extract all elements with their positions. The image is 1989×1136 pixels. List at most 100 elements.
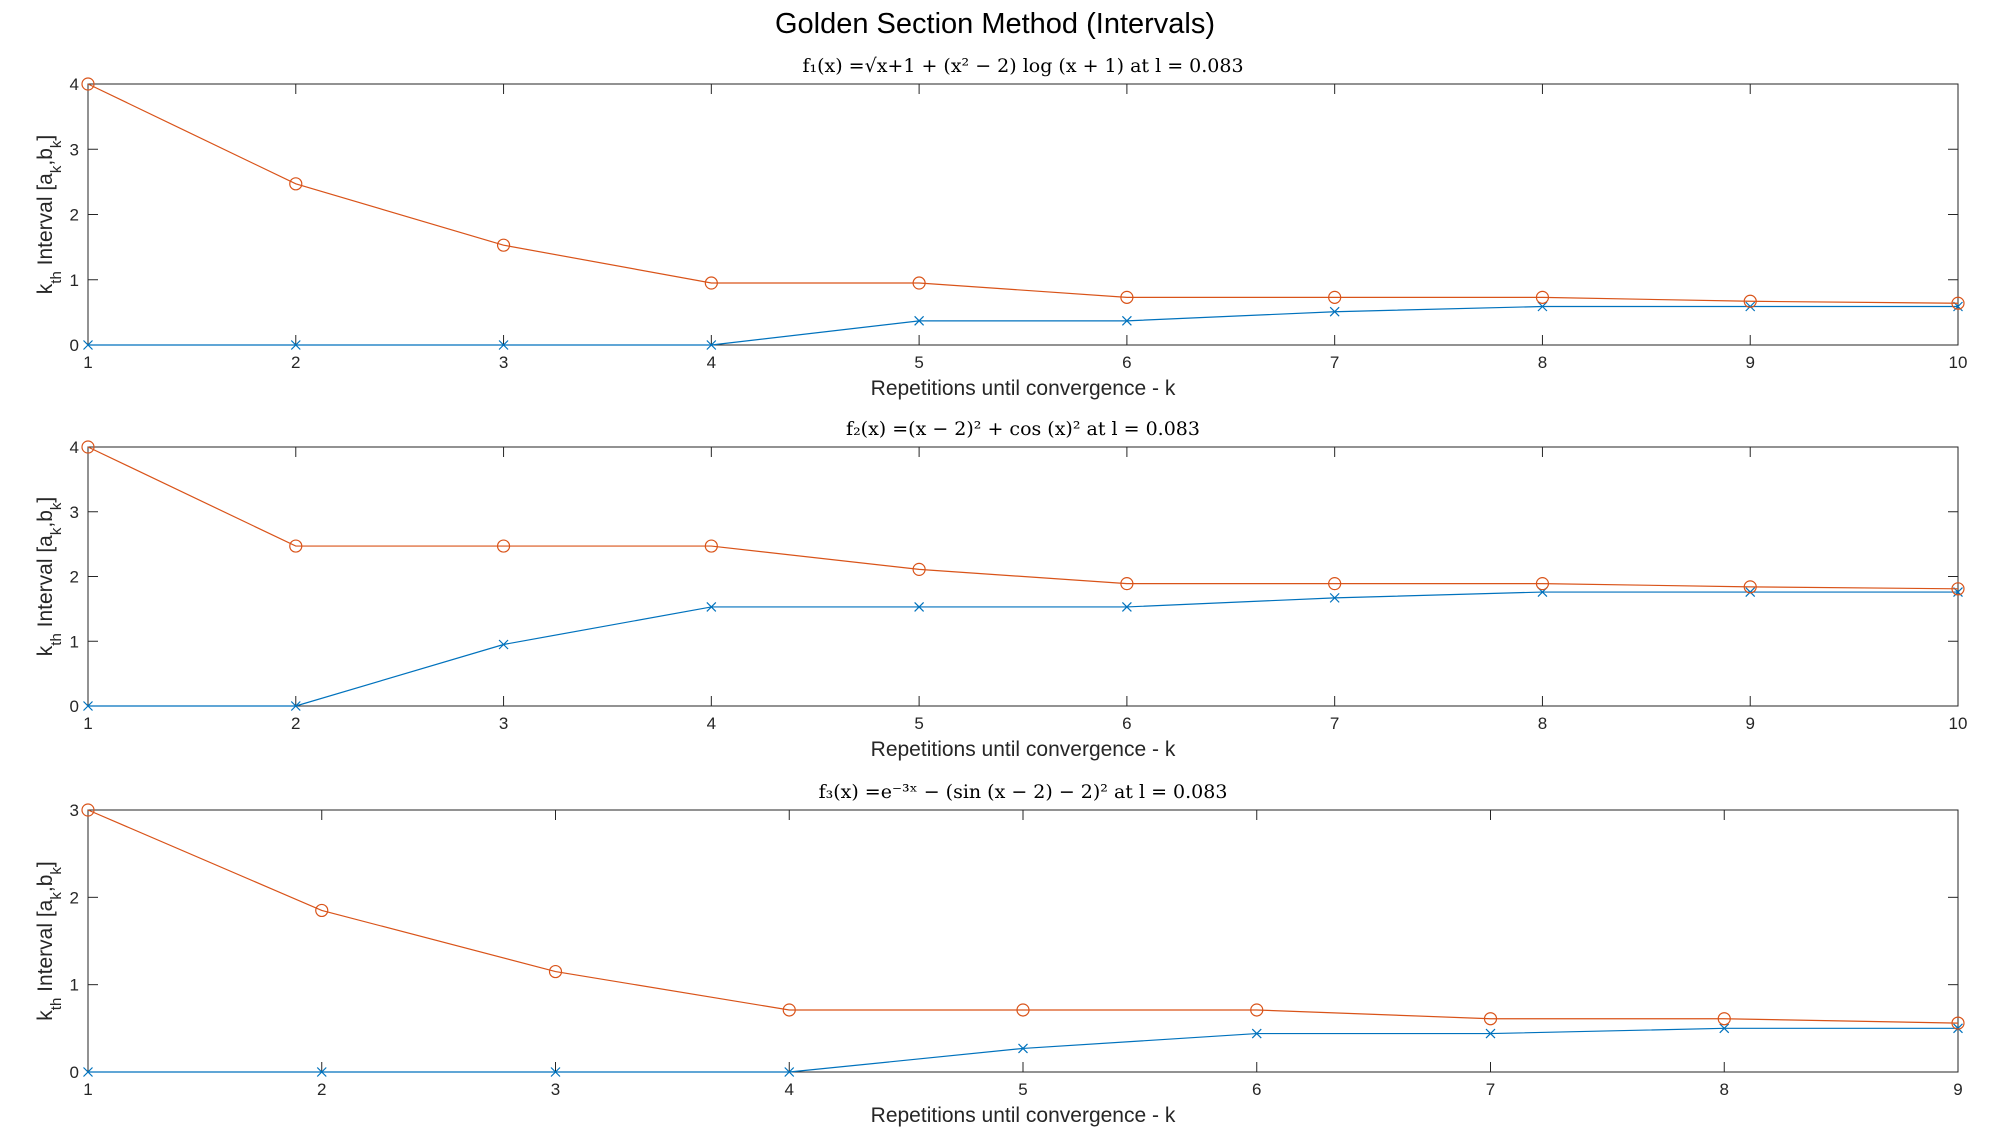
- y-tick-label: 1: [70, 976, 79, 995]
- series-1: [83, 1023, 1963, 1077]
- x-tick-label: 7: [1330, 714, 1339, 733]
- data-point: [1329, 592, 1340, 603]
- data-point: [1016, 1003, 1030, 1017]
- data-point: [81, 440, 95, 454]
- x-tick-label: 7: [1486, 1080, 1495, 1099]
- subplot-title: f₃(x) =e⁻³ˣ − (sin (x − 2) − 2)² at l = …: [819, 781, 1228, 803]
- x-tick-label: 5: [914, 714, 923, 733]
- y-tick-label: 0: [70, 1063, 79, 1082]
- x-tick-label: 2: [291, 353, 300, 372]
- data-point: [1717, 1012, 1731, 1026]
- axes-box: [87, 83, 1959, 346]
- data-point: [1535, 577, 1550, 591]
- data-point: [1951, 582, 1965, 596]
- x-tick-label: 8: [1538, 353, 1547, 372]
- data-point: [1745, 587, 1756, 597]
- x-tick-label: 6: [1122, 714, 1131, 733]
- data-point: [498, 639, 509, 650]
- x-tick-label: 1: [83, 1080, 92, 1099]
- data-point: [1120, 577, 1134, 591]
- data-point: [83, 340, 93, 350]
- data-point: [1537, 301, 1548, 312]
- data-point: [704, 539, 718, 553]
- data-point: [548, 964, 563, 979]
- series-1: [83, 587, 1963, 711]
- x-tick-label: 2: [317, 1080, 326, 1099]
- data-point: [315, 903, 329, 918]
- y-tick-label: 1: [70, 271, 79, 290]
- data-point: [912, 276, 926, 290]
- x-tick-label: 9: [1745, 714, 1754, 733]
- data-point: [316, 1067, 327, 1077]
- series-line: [87, 83, 1959, 304]
- data-point: [1328, 290, 1342, 304]
- series-line: [88, 591, 1958, 707]
- y-tick-label: 2: [70, 888, 79, 907]
- x-tick-label: 3: [499, 353, 508, 372]
- x-tick-label: 8: [1538, 714, 1547, 733]
- y-tick-label: 2: [70, 568, 79, 587]
- data-point: [914, 315, 925, 326]
- y-tick-label: 3: [70, 140, 79, 159]
- y-axis-label: kth Interval [ak,bk]: [34, 861, 65, 1020]
- x-tick-label: 5: [914, 353, 923, 372]
- series-line: [88, 305, 1958, 346]
- x-tick-label: 10: [1949, 714, 1968, 733]
- data-point: [289, 177, 303, 191]
- data-point: [706, 602, 717, 612]
- y-axis-label: kth Interval [ak,bk]: [34, 135, 65, 294]
- data-point: [1250, 1003, 1264, 1017]
- data-point: [1951, 296, 1965, 310]
- x-tick-label: 1: [83, 353, 92, 372]
- data-point: [290, 340, 301, 350]
- data-point: [782, 1003, 796, 1017]
- y-tick-label: 0: [70, 336, 79, 355]
- data-point: [914, 602, 925, 612]
- x-tick-label: 2: [291, 714, 300, 733]
- y-tick-label: 3: [70, 503, 79, 522]
- axes-box: [87, 809, 1959, 1073]
- data-point: [1483, 1012, 1498, 1026]
- data-point: [1121, 602, 1132, 612]
- data-point: [1743, 294, 1757, 308]
- x-tick-label: 6: [1122, 353, 1131, 372]
- data-point: [1329, 306, 1340, 317]
- x-tick-label: 1: [83, 714, 92, 733]
- data-point: [83, 701, 93, 711]
- x-tick-label: 9: [1745, 353, 1754, 372]
- x-tick-label: 4: [707, 353, 716, 372]
- x-axis-label: Repetitions until convergence - k: [871, 377, 1176, 400]
- x-tick-label: 10: [1949, 353, 1968, 372]
- y-axis-label: kth Interval [ak,bk]: [34, 497, 65, 656]
- y-tick-label: 2: [70, 206, 79, 225]
- y-tick-label: 0: [70, 697, 79, 716]
- series-2: [81, 77, 1965, 310]
- data-point: [496, 539, 511, 553]
- x-tick-label: 9: [1953, 1080, 1962, 1099]
- data-point: [290, 701, 301, 711]
- data-point: [498, 340, 509, 350]
- data-point: [1018, 1043, 1028, 1054]
- data-point: [83, 1067, 93, 1077]
- x-tick-label: 5: [1018, 1080, 1027, 1099]
- data-point: [1719, 1023, 1730, 1034]
- data-point: [289, 539, 303, 553]
- y-tick-label: 4: [70, 75, 79, 94]
- data-point: [81, 803, 95, 817]
- data-point: [1535, 290, 1550, 304]
- series-2: [81, 440, 1965, 596]
- figure-title: Golden Section Method (Intervals): [775, 8, 1215, 40]
- data-point: [81, 77, 95, 91]
- y-tick-label: 1: [70, 632, 79, 651]
- data-point: [1951, 1016, 1965, 1030]
- data-point: [1328, 577, 1342, 591]
- data-point: [706, 340, 717, 350]
- series-line: [87, 809, 1959, 1024]
- x-tick-label: 4: [707, 714, 716, 733]
- y-tick-label: 4: [70, 438, 79, 457]
- data-point: [1121, 315, 1132, 326]
